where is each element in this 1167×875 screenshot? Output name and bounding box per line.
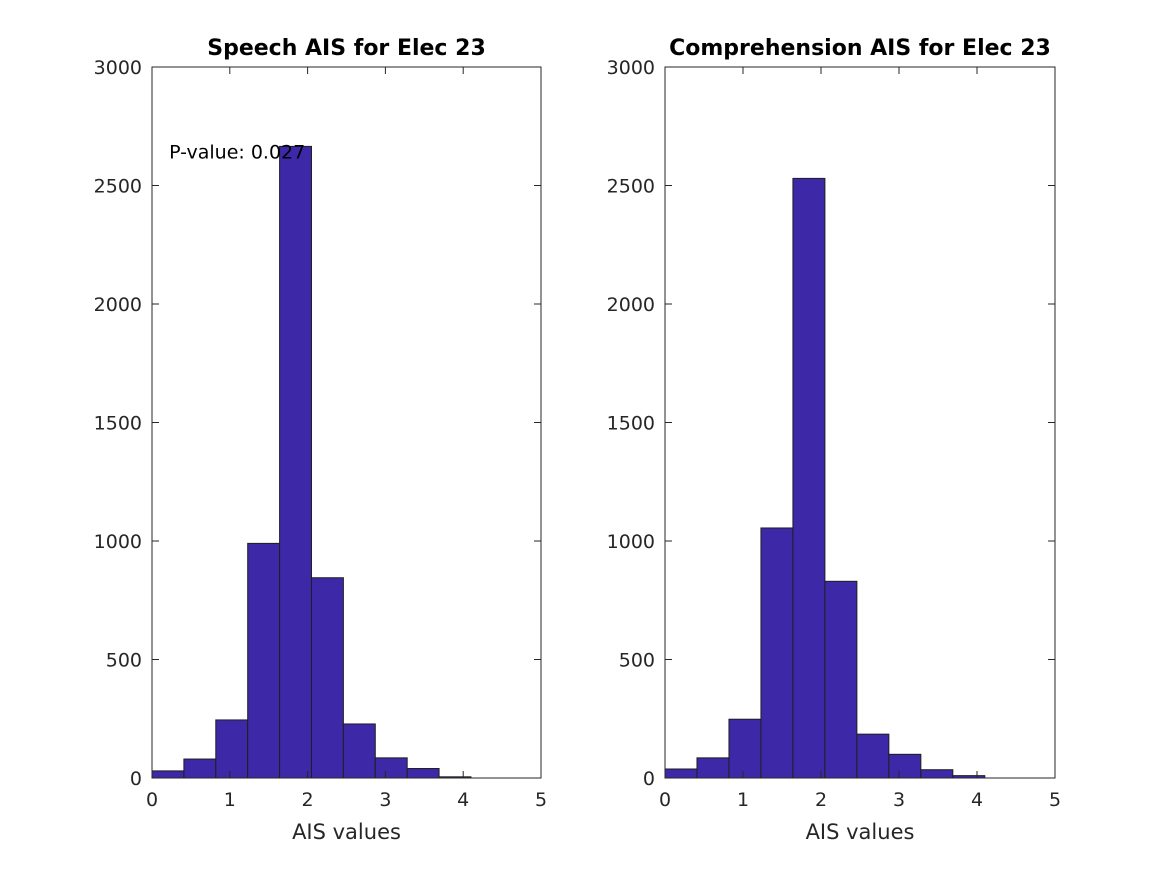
speech-x-axis-label: AIS values	[292, 820, 401, 844]
comprehension-bar-6	[856, 733, 890, 779]
comprehension-y-tick-label: 2500	[607, 176, 655, 198]
speech-axes-box	[151, 66, 542, 779]
comprehension-x-axis-label: AIS values	[806, 820, 915, 844]
comprehension-y-tick-label: 1000	[607, 531, 655, 553]
comprehension-axes	[664, 66, 1056, 779]
speech-bar-2	[215, 719, 249, 779]
speech-bar-0	[151, 770, 185, 779]
comprehension-y-tick-label: 0	[643, 768, 655, 790]
speech-y-tick-label: 2500	[94, 176, 142, 198]
comprehension-y-tick-label: 2000	[607, 294, 655, 316]
speech-bar-6	[342, 723, 376, 779]
speech-axes	[151, 66, 542, 779]
comprehension-bar-8	[920, 769, 954, 779]
speech-y-tick-label: 1500	[94, 413, 142, 435]
comprehension-x-tick-label: 0	[659, 789, 671, 811]
comprehension-y-ticks: 0 500 1000 1500 2000 2500 3000	[607, 57, 1055, 790]
comprehension-bar-1	[696, 757, 730, 779]
comprehension-bar-2	[728, 718, 762, 779]
comprehension-axes-box	[664, 66, 1056, 779]
speech-y-tick-label: 1000	[94, 531, 142, 553]
comprehension-y-tick-label: 500	[619, 650, 655, 672]
comprehension-bar-7	[888, 753, 922, 779]
speech-x-tick-label: 4	[457, 789, 469, 811]
speech-chart-title: Speech AIS for Elec 23	[207, 36, 486, 61]
comprehension-x-tick-label: 2	[815, 789, 827, 811]
comprehension-x-tick-label: 1	[737, 789, 749, 811]
speech-histogram-panel: Speech AIS for Elec 23 0 1 2 3 4 5 0 500 1000 15…	[94, 36, 547, 844]
speech-y-ticks: 0 500 1000 1500 2000 2500 3000	[94, 57, 541, 790]
comprehension-bar-5	[824, 580, 858, 779]
comprehension-x-tick-label: 3	[893, 789, 905, 811]
speech-bar-4	[279, 145, 312, 779]
speech-bar-5	[310, 577, 344, 779]
speech-x-tick-label: 5	[535, 789, 547, 811]
comprehension-y-tick-label: 1500	[607, 413, 655, 435]
comprehension-x-tick-label: 5	[1049, 789, 1061, 811]
speech-y-tick-label: 500	[106, 650, 142, 672]
speech-x-tick-label: 1	[224, 789, 236, 811]
speech-bars	[151, 145, 472, 779]
comprehension-x-tick-label: 4	[971, 789, 983, 811]
speech-y-tick-label: 2000	[94, 294, 142, 316]
comprehension-histogram-panel: Comprehension AIS for Elec 23 0 1 2 3 4 5 0 50…	[607, 36, 1061, 844]
comprehension-y-tick-label: 3000	[607, 57, 655, 79]
speech-x-tick-label: 2	[302, 789, 314, 811]
comprehension-bar-0	[664, 768, 698, 779]
p-value-annotation: P-value: 0.027	[169, 141, 305, 163]
comprehension-bars	[664, 177, 986, 779]
comprehension-x-ticks: 0 1 2 3 4 5	[659, 67, 1061, 811]
speech-x-tick-label: 0	[146, 789, 158, 811]
speech-y-tick-label: 0	[130, 768, 142, 790]
speech-x-ticks: 0 1 2 3 4 5	[146, 67, 547, 811]
comprehension-chart-title: Comprehension AIS for Elec 23	[669, 36, 1051, 61]
speech-bar-3	[247, 542, 281, 779]
comprehension-bar-4	[792, 177, 826, 779]
speech-bar-1	[183, 758, 217, 779]
speech-y-tick-label: 3000	[94, 57, 142, 79]
speech-bar-7	[374, 757, 408, 779]
comprehension-bar-3	[760, 527, 794, 779]
speech-x-tick-label: 3	[379, 789, 391, 811]
speech-bar-8	[406, 768, 440, 779]
